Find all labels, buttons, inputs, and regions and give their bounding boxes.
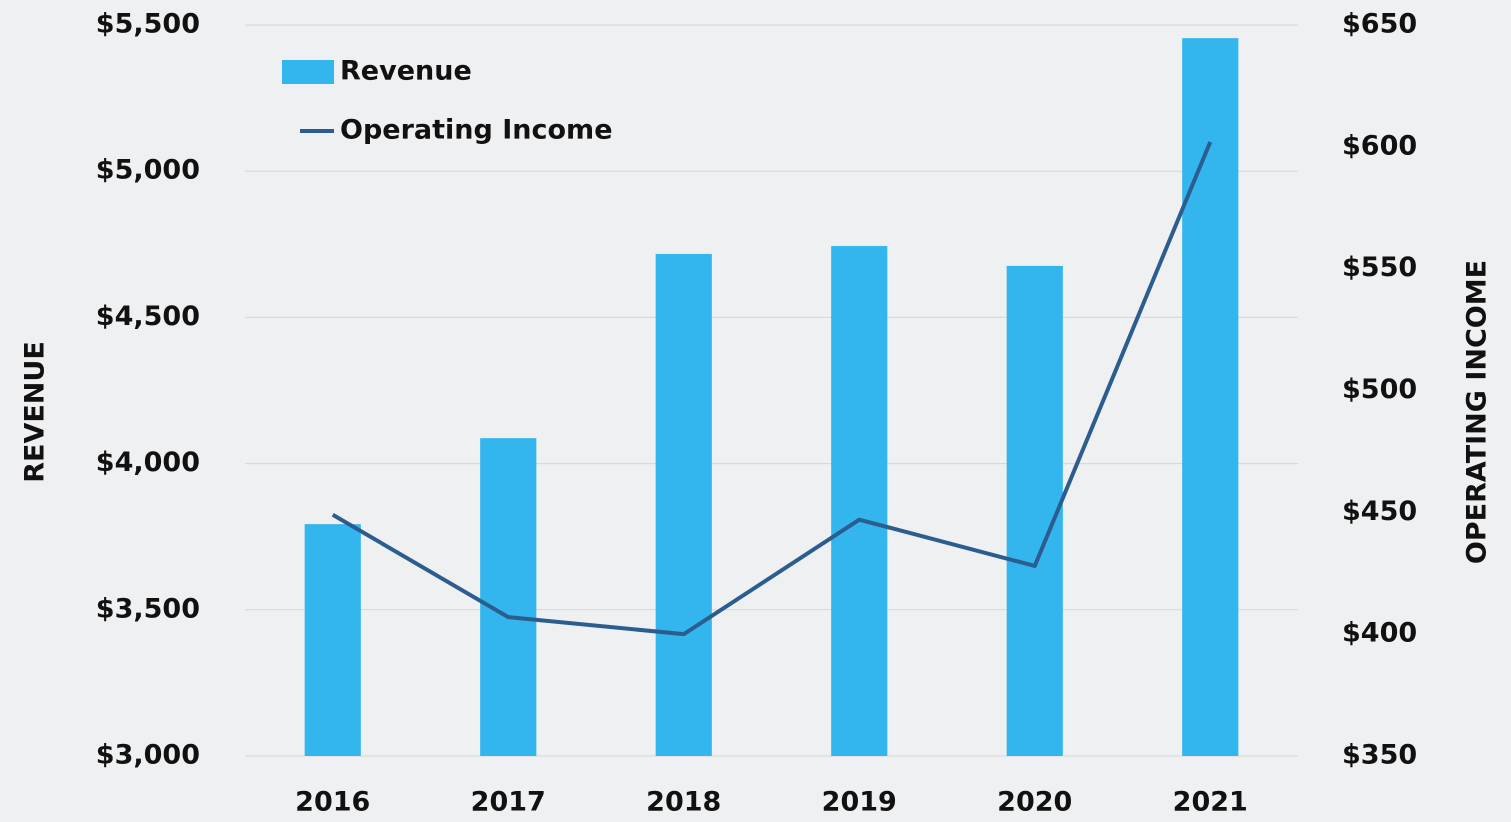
y2-tick-label: $600: [1342, 130, 1417, 161]
x-tick-label: 2021: [1173, 787, 1248, 818]
bar: [1182, 38, 1239, 756]
y-tick-label: $5,500: [96, 9, 200, 40]
bar: [480, 438, 537, 756]
y-tick-label: $4,000: [96, 447, 200, 478]
y2-axis-label: OPERATING INCOME: [1462, 260, 1493, 564]
bar: [655, 253, 712, 756]
y-axis-label: REVENUE: [20, 341, 51, 483]
x-tick-label: 2019: [822, 787, 897, 818]
legend-swatch: [282, 60, 334, 84]
y-tick-label: $5,000: [96, 155, 200, 186]
y2-tick-label: $550: [1342, 252, 1417, 283]
x-tick-label: 2020: [997, 787, 1072, 818]
x-tick-label: 2017: [471, 787, 546, 818]
legend-label: Operating Income: [340, 115, 613, 146]
y2-tick-label: $650: [1342, 9, 1417, 40]
line: [331, 141, 1213, 637]
y-tick-label: $4,500: [96, 301, 200, 332]
y2-tick-label: $350: [1342, 740, 1417, 771]
legend-label: Revenue: [340, 56, 472, 87]
x-tick-label: 2016: [295, 787, 370, 818]
y2-tick-label: $500: [1342, 374, 1417, 405]
bar: [1006, 265, 1063, 756]
x-tick-label: 2018: [646, 787, 721, 818]
y2-tick-label: $450: [1342, 496, 1417, 527]
y2-tick-label: $400: [1342, 618, 1417, 649]
y-tick-label: $3,500: [96, 593, 200, 624]
y-tick-label: $3,000: [96, 740, 200, 771]
bar: [831, 246, 888, 757]
bar: [304, 524, 361, 756]
